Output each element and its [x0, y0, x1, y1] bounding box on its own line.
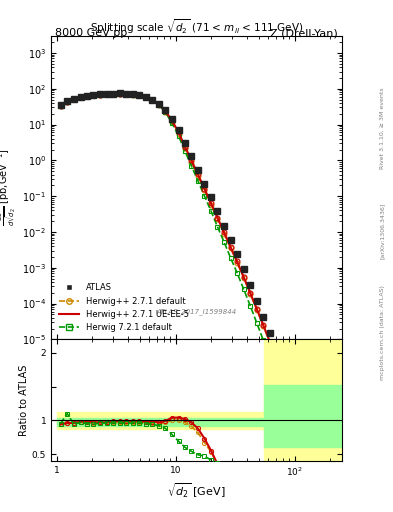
Text: 8000 GeV pp: 8000 GeV pp [55, 28, 127, 38]
Y-axis label: $\frac{d\sigma}{d\sqrt{d_2}}$ [pb,GeV$^{-1}$]: $\frac{d\sigma}{d\sqrt{d_2}}$ [pb,GeV$^{… [0, 148, 19, 226]
X-axis label: $\sqrt{d_2}$ [GeV]: $\sqrt{d_2}$ [GeV] [167, 481, 226, 500]
Text: Rivet 3.1.10, ≥ 3M events: Rivet 3.1.10, ≥ 3M events [380, 87, 385, 169]
Text: [arXiv:1306.3436]: [arXiv:1306.3436] [380, 202, 385, 259]
Text: ATLAS_2017_I1599844: ATLAS_2017_I1599844 [156, 308, 237, 315]
Y-axis label: Ratio to ATLAS: Ratio to ATLAS [19, 365, 29, 436]
Text: mcplots.cern.ch (data: ATLAS): mcplots.cern.ch (data: ATLAS) [380, 285, 385, 380]
Legend: ATLAS, Herwig++ 2.7.1 default, Herwig++ 2.7.1 UE-EE-5, Herwig 7.2.1 default: ATLAS, Herwig++ 2.7.1 default, Herwig++ … [55, 280, 193, 335]
Text: Z (Drell-Yan): Z (Drell-Yan) [270, 28, 338, 38]
Title: Splitting scale $\sqrt{d_2}$ (71 < $m_{ll}$ < 111 GeV): Splitting scale $\sqrt{d_2}$ (71 < $m_{l… [90, 17, 303, 36]
